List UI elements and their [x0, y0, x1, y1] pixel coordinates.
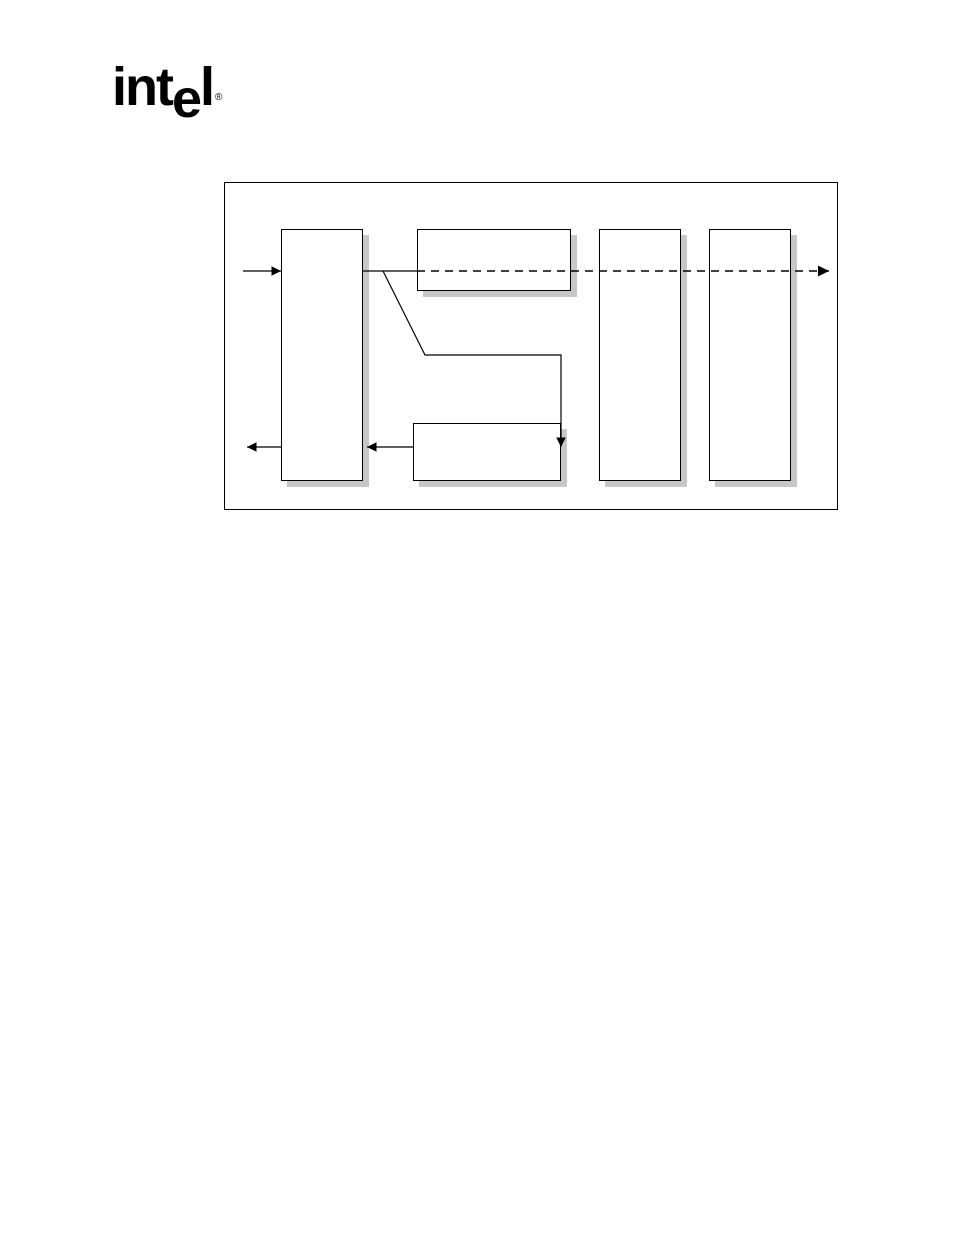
registered-mark-icon: ®	[215, 92, 220, 103]
logo-drop-e: e	[172, 69, 200, 129]
page-root: intel®	[0, 0, 954, 1235]
diagram-frame	[224, 182, 838, 510]
line-elbow	[383, 271, 561, 447]
diagram-lines	[225, 183, 839, 511]
intel-logo: intel®	[112, 56, 213, 118]
logo-suffix: l	[200, 57, 213, 117]
logo-prefix: int	[112, 57, 172, 117]
